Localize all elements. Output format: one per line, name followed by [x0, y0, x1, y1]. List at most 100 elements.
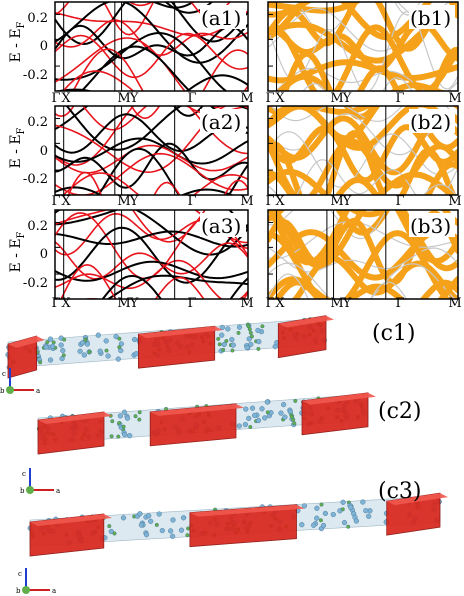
k-label: M	[240, 296, 253, 311]
atom-blue	[127, 433, 133, 439]
atom-blue	[282, 414, 288, 420]
atom-blue	[249, 405, 256, 411]
band-structure-panels-a	[54, 1, 249, 300]
atom-green	[292, 421, 297, 426]
axis-triad-c3: c b a	[16, 568, 56, 595]
panel-frame	[54, 209, 249, 300]
k-labels-row3-left: Γ X M Y Γ M	[51, 296, 253, 311]
band-line-gray	[296, 159, 458, 195]
atom-blue	[118, 341, 125, 347]
band-line-red	[55, 106, 223, 120]
axis-triad-c2: c b a	[20, 468, 60, 495]
fatband-orange	[270, 210, 458, 272]
band-line-black	[55, 2, 248, 64]
k-label: Γ	[187, 296, 196, 311]
atom-blue	[252, 412, 258, 419]
k-label: Γ	[51, 91, 60, 106]
charge-density-structures-c: c b a c b a c b a	[0, 315, 448, 595]
y-tick-label: -0.2	[23, 68, 48, 83]
k-label: Γ	[51, 296, 60, 311]
k-label: Γ	[265, 91, 274, 106]
atom-green	[256, 346, 261, 351]
atom-green	[249, 334, 254, 339]
atom-blue	[341, 519, 348, 526]
k-label: M	[240, 194, 253, 209]
band-line-black	[55, 230, 248, 248]
atom-blue	[120, 515, 127, 521]
atom-green	[61, 353, 66, 358]
y-ticks-row2: 0.2 0 -0.2	[23, 115, 48, 187]
k-label: Y	[342, 91, 352, 106]
fatband-orange	[276, 73, 447, 91]
atom-green	[318, 518, 323, 523]
atom-blue	[363, 508, 369, 514]
atom-green	[248, 425, 253, 430]
structure-label-c3: (c3)	[378, 479, 421, 504]
atom-blue	[278, 410, 284, 416]
atom-blue	[348, 504, 354, 510]
band-line-gray	[268, 131, 458, 188]
atom-blue	[95, 332, 101, 338]
panel-label-b2: (b2)	[410, 110, 451, 134]
atom-green	[319, 502, 324, 507]
axis-label-b: b	[16, 587, 21, 595]
atom-blue	[264, 399, 270, 405]
fatband-orange	[268, 254, 458, 299]
panel-frame	[267, 209, 459, 300]
atom-blue	[360, 499, 366, 505]
label-backing	[200, 109, 246, 133]
atom-green	[260, 324, 265, 329]
band-line-red	[55, 241, 248, 280]
atom-blue	[159, 527, 165, 534]
panel-labels: (a1) (a2) (a3) (b1) (b2) (b3)	[200, 5, 455, 238]
band-line-black	[55, 210, 248, 230]
atom-green	[137, 410, 142, 415]
k-label: M	[448, 296, 461, 311]
label-backing	[409, 213, 455, 237]
axis-label-b: b	[0, 387, 5, 395]
k-label: X	[275, 194, 285, 209]
band-line-red	[72, 48, 248, 91]
charge-isosurface-top	[189, 504, 305, 517]
label-backing	[200, 213, 246, 237]
band-line-black	[55, 74, 248, 91]
band-line-red	[55, 32, 248, 79]
band-line-black	[80, 45, 192, 91]
atom-blue	[156, 511, 162, 517]
atom-green	[289, 414, 294, 419]
charge-isosurface-top	[386, 493, 448, 506]
atom-blue	[314, 505, 320, 511]
atom-blue	[248, 341, 254, 348]
atom-green	[116, 434, 121, 439]
atom-blue	[60, 348, 66, 354]
structure-labels: (c1) (c2) (c3)	[372, 321, 421, 504]
atom-green	[293, 398, 298, 403]
atom-green	[38, 360, 43, 365]
atom-blue	[132, 336, 138, 343]
k-label: M	[330, 91, 343, 106]
k-labels-row3-right: Γ X M Y Γ M	[265, 296, 461, 311]
atom-blue	[84, 341, 91, 347]
atom-blue	[113, 334, 119, 340]
k-label: M	[448, 91, 461, 106]
axis-b-marker	[26, 486, 34, 494]
atom-green	[121, 424, 126, 429]
k-label: Γ	[395, 194, 404, 209]
atom-green	[186, 526, 191, 531]
atom-blue	[77, 348, 83, 354]
atom-green	[230, 348, 235, 353]
y-tick-label: -0.2	[23, 172, 48, 187]
k-labels-row2-right: Γ X M Y Γ M	[265, 194, 461, 209]
atom-blue	[148, 518, 154, 524]
atom-green	[340, 507, 345, 512]
atom-blue	[281, 402, 287, 408]
k-label: M	[117, 296, 130, 311]
fatband-orange	[299, 106, 458, 115]
fatband-orange	[282, 46, 458, 91]
panel-label-b3: (b3)	[410, 214, 451, 238]
atom-blue	[353, 518, 360, 524]
atom-blue	[256, 339, 262, 345]
fatband-orange	[268, 129, 457, 195]
k-label: M	[448, 194, 461, 209]
panel-frame	[267, 105, 459, 196]
